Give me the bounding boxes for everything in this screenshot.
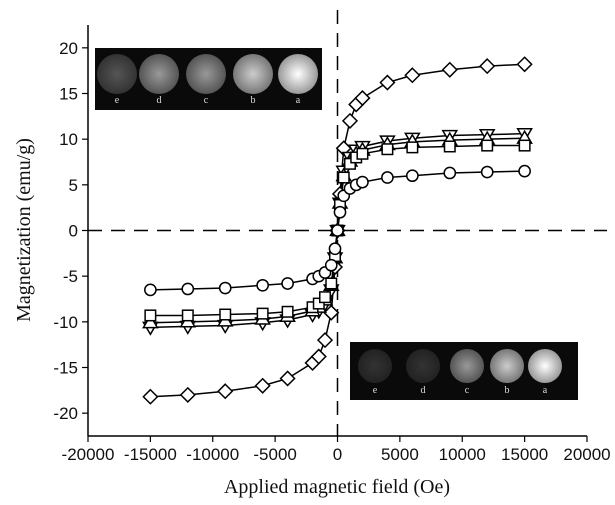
x-tick-label: -10000 xyxy=(186,445,239,464)
marker xyxy=(518,139,531,152)
marker xyxy=(343,157,356,170)
inset-label: d xyxy=(157,95,162,106)
marker xyxy=(356,147,369,160)
inset-label: e xyxy=(373,385,378,396)
x-axis-label: Applied magnetic field (Oe) xyxy=(224,476,450,498)
marker xyxy=(379,74,396,91)
y-tick-label: 20 xyxy=(59,39,78,58)
marker xyxy=(479,58,496,75)
marker xyxy=(279,370,296,387)
marker xyxy=(144,309,157,322)
marker xyxy=(219,308,232,321)
marker xyxy=(331,224,344,237)
marker xyxy=(319,291,332,304)
inset-label: c xyxy=(204,95,209,106)
marker xyxy=(281,305,294,318)
y-axis-label: Magnetization (emu/g) xyxy=(13,138,35,322)
x-tick-label: 10000 xyxy=(439,445,486,464)
marker xyxy=(337,171,350,184)
marker xyxy=(142,314,159,329)
x-tick-label: -15000 xyxy=(124,445,177,464)
inset-label: a xyxy=(543,385,548,396)
inset-label: b xyxy=(251,95,256,106)
marker xyxy=(406,169,419,183)
marker xyxy=(404,67,421,84)
marker xyxy=(480,165,494,179)
marker xyxy=(310,348,327,365)
marker xyxy=(354,90,371,107)
marker xyxy=(325,277,338,290)
x-tick-label: 5000 xyxy=(381,445,419,464)
marker xyxy=(256,307,269,320)
inset-bottom xyxy=(350,342,578,400)
y-tick-label: 5 xyxy=(69,176,78,195)
marker xyxy=(356,175,369,189)
x-tick-label: 0 xyxy=(333,445,342,464)
marker xyxy=(181,309,194,322)
marker xyxy=(406,141,419,154)
y-tick-label: -15 xyxy=(53,359,78,378)
x-tick-label: 15000 xyxy=(501,445,548,464)
y-tick-label: 0 xyxy=(69,222,78,241)
y-tick-label: -20 xyxy=(53,404,78,423)
marker xyxy=(443,140,456,153)
marker xyxy=(218,281,232,295)
y-tick-label: 10 xyxy=(59,130,78,149)
marker xyxy=(381,143,394,156)
x-tick-label: 20000 xyxy=(563,445,610,464)
marker xyxy=(518,164,531,178)
marker xyxy=(443,166,457,180)
marker xyxy=(179,386,196,403)
marker xyxy=(323,304,340,321)
x-tick-label: -20000 xyxy=(62,445,115,464)
inset-label: c xyxy=(465,385,470,396)
inset-label: a xyxy=(296,95,301,106)
marker xyxy=(144,283,157,297)
inset-label: d xyxy=(421,385,426,396)
marker xyxy=(316,332,334,349)
marker xyxy=(281,277,294,290)
marker xyxy=(312,297,325,310)
marker xyxy=(381,171,394,184)
marker xyxy=(324,258,338,272)
inset-label: b xyxy=(505,385,510,396)
y-tick-label: 15 xyxy=(59,85,78,104)
marker xyxy=(341,112,359,129)
marker xyxy=(481,139,494,152)
marker xyxy=(516,56,533,73)
x-tick-label: -5000 xyxy=(253,445,296,464)
marker xyxy=(441,61,458,78)
marker xyxy=(217,383,234,400)
marker xyxy=(328,242,342,256)
y-tick-label: -10 xyxy=(53,313,78,332)
marker xyxy=(256,278,269,292)
inset-label: e xyxy=(115,95,120,106)
marker xyxy=(142,388,159,405)
inset-top xyxy=(95,48,322,110)
marker xyxy=(181,282,195,296)
marker xyxy=(254,377,271,394)
marker xyxy=(333,205,347,219)
y-tick-label: -5 xyxy=(63,267,78,286)
